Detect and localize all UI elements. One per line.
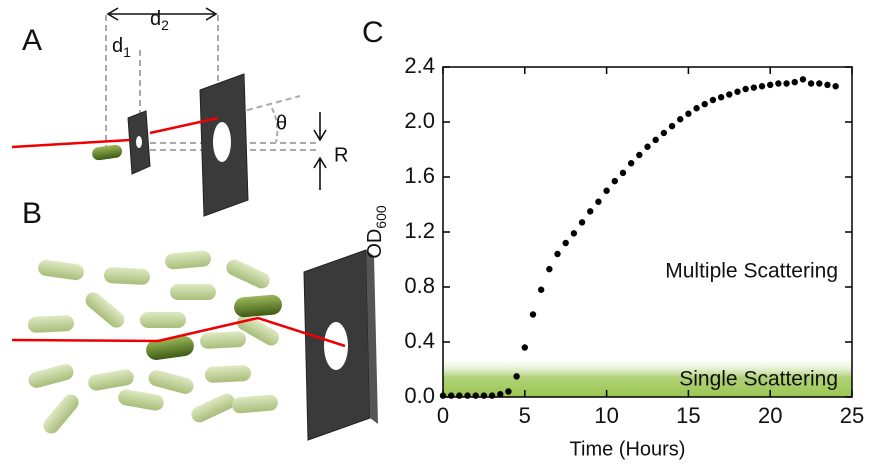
data-point bbox=[521, 344, 528, 351]
diagram-b: B bbox=[11, 197, 378, 441]
data-point bbox=[603, 187, 610, 194]
data-point bbox=[668, 122, 676, 130]
plot-frame bbox=[442, 66, 853, 398]
data-point bbox=[799, 76, 807, 83]
panel-label: C bbox=[362, 16, 384, 49]
data-point bbox=[734, 88, 741, 95]
data-point bbox=[750, 84, 758, 91]
data-point bbox=[709, 96, 717, 104]
label-sub: 1 bbox=[123, 44, 131, 60]
y-tick-label: 1.2 bbox=[404, 218, 435, 243]
chart: C Multiple Scattering Single Scattering 0.… bbox=[362, 16, 864, 460]
r-label: R bbox=[334, 144, 348, 166]
data-point bbox=[447, 392, 455, 399]
data-point bbox=[660, 129, 668, 137]
data-point bbox=[619, 169, 627, 177]
data-point bbox=[816, 80, 823, 87]
data-point bbox=[652, 136, 659, 144]
data-point bbox=[562, 239, 569, 247]
data-point bbox=[701, 100, 708, 108]
x-tick-label: 20 bbox=[758, 403, 782, 428]
y-tick-label: 0.8 bbox=[404, 273, 435, 298]
data-point bbox=[627, 160, 635, 167]
y-tick-label: 0.4 bbox=[404, 328, 435, 353]
d1-label: d1 bbox=[112, 35, 131, 59]
label: d bbox=[112, 35, 123, 57]
x-tick-label: 5 bbox=[519, 403, 531, 428]
y-tick-label: 2.0 bbox=[404, 108, 435, 133]
data-point bbox=[456, 392, 463, 399]
label: d bbox=[150, 8, 161, 30]
y-axis-label: OD600 bbox=[364, 205, 388, 259]
d2-label: d2 bbox=[150, 8, 169, 32]
x-tick-label: 10 bbox=[594, 403, 618, 428]
data-point bbox=[513, 373, 520, 380]
data-point bbox=[595, 198, 602, 205]
data-point bbox=[644, 143, 651, 150]
x-tick-label: 25 bbox=[840, 403, 864, 428]
data-point bbox=[693, 105, 700, 112]
data-point bbox=[832, 83, 839, 90]
annotation: Multiple Scattering bbox=[665, 260, 838, 283]
data-point bbox=[439, 392, 447, 399]
data-point bbox=[685, 110, 692, 117]
diagram-a: A d2 d1 θ R bbox=[11, 7, 348, 217]
data-point bbox=[488, 392, 496, 399]
y-axis-label-main: OD bbox=[364, 229, 386, 259]
data-point bbox=[480, 392, 488, 399]
data-point bbox=[505, 388, 512, 395]
data-point bbox=[497, 391, 504, 398]
label-sub: 2 bbox=[161, 17, 169, 33]
data-point bbox=[537, 286, 545, 293]
data-point bbox=[758, 83, 766, 90]
data-point bbox=[611, 177, 618, 185]
data-point bbox=[775, 80, 782, 87]
data-point bbox=[717, 94, 725, 101]
data-point bbox=[742, 85, 749, 93]
data-point bbox=[767, 81, 774, 89]
y-tick-label: 1.6 bbox=[404, 163, 435, 188]
data-point bbox=[578, 219, 586, 226]
y-tick-label: 2.4 bbox=[404, 53, 435, 78]
data-point bbox=[472, 392, 479, 399]
data-point bbox=[783, 80, 790, 87]
data-point bbox=[807, 80, 815, 87]
panel-label: A bbox=[22, 24, 42, 57]
data-point bbox=[570, 230, 578, 237]
data-point bbox=[546, 265, 553, 273]
data-point bbox=[677, 116, 684, 123]
data-point bbox=[464, 392, 471, 399]
data-point bbox=[529, 311, 537, 318]
x-axis-label: Time (Hours) bbox=[570, 438, 686, 460]
x-tick-label: 0 bbox=[437, 403, 449, 428]
data-point bbox=[636, 151, 643, 159]
theta-label: θ bbox=[276, 112, 287, 134]
data-point bbox=[726, 91, 733, 98]
data-point bbox=[791, 78, 798, 86]
panel-label: B bbox=[22, 197, 42, 230]
annotation: Single Scattering bbox=[679, 368, 838, 391]
x-tick-label: 15 bbox=[676, 403, 700, 428]
y-axis-label-sub: 600 bbox=[373, 205, 389, 229]
data-point bbox=[587, 208, 594, 215]
data-point bbox=[554, 250, 561, 258]
data-point bbox=[824, 81, 831, 89]
y-tick-label: 0.0 bbox=[404, 383, 435, 408]
